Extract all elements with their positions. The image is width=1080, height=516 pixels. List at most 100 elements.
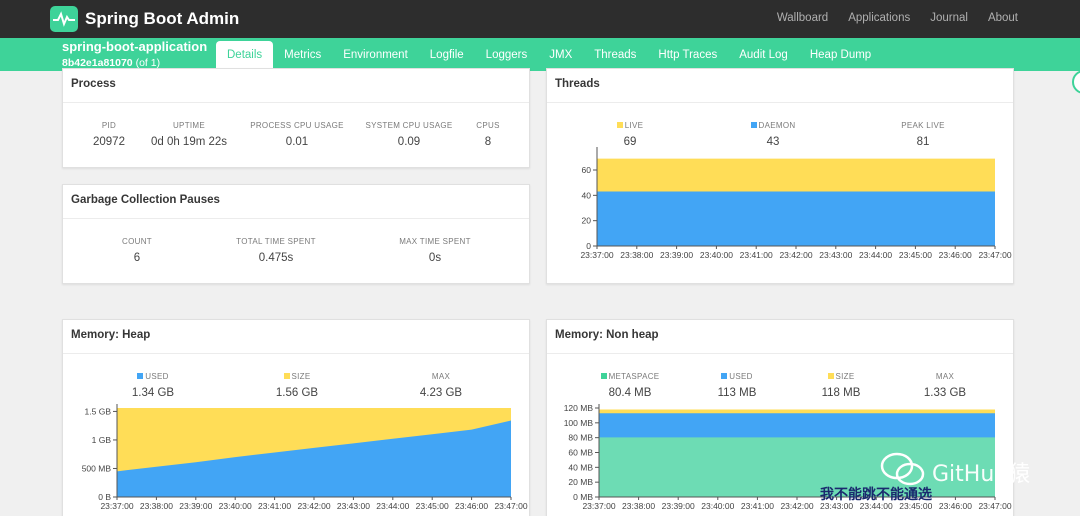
x-tick-label: 23:46:00 bbox=[455, 501, 488, 511]
y-tick-label: 20 MB bbox=[568, 477, 593, 487]
tab-metrics[interactable]: Metrics bbox=[284, 49, 322, 61]
y-tick-label: 0 MB bbox=[573, 492, 593, 502]
threads-title: Threads bbox=[547, 69, 1013, 103]
tab-loggers[interactable]: Loggers bbox=[485, 49, 528, 61]
x-tick-label: 23:42:00 bbox=[779, 250, 812, 260]
watermark-subtitle: 我不能跳不能通选 bbox=[820, 486, 932, 502]
tab-jmx[interactable]: JMX bbox=[549, 49, 573, 61]
x-tick-label: 23:43:00 bbox=[337, 501, 370, 511]
tab-logfile[interactable]: Logfile bbox=[429, 49, 464, 61]
x-tick-label: 23:39:00 bbox=[662, 501, 695, 511]
brand[interactable]: Spring Boot Admin bbox=[50, 6, 239, 32]
tab-details[interactable]: Details bbox=[216, 41, 274, 71]
legend-live-swatch bbox=[616, 122, 623, 128]
x-tick-label: 23:47:00 bbox=[494, 501, 527, 511]
stat-value: 0.475s bbox=[258, 252, 294, 264]
stat-heap-used: USED 1.34 GB bbox=[113, 372, 193, 399]
x-tick-label: 23:42:00 bbox=[780, 501, 813, 511]
stat-value: 81 bbox=[916, 136, 930, 148]
y-tick-label: 40 MB bbox=[568, 462, 593, 472]
x-tick-label: 23:38:00 bbox=[140, 501, 173, 511]
stat-value: 1.56 GB bbox=[275, 387, 319, 399]
stat-value: 4.23 GB bbox=[419, 387, 463, 399]
stat-value: 0.09 bbox=[397, 136, 421, 148]
stat-live: LIVE 69 bbox=[595, 121, 665, 148]
stat-label: CPUS bbox=[476, 121, 500, 130]
x-tick-label: 23:37:00 bbox=[100, 501, 133, 511]
nav-about[interactable]: About bbox=[987, 12, 1018, 24]
y-tick-label: 60 bbox=[582, 165, 592, 175]
top-nav: Wallboard Applications Journal About bbox=[777, 12, 1018, 24]
stat-label: USED bbox=[729, 372, 753, 381]
stat-cpus: CPUS 8 bbox=[463, 121, 513, 148]
stat-value: 20972 bbox=[93, 136, 125, 148]
tab-threads[interactable]: Threads bbox=[594, 49, 637, 61]
x-tick-label: 23:46:00 bbox=[939, 501, 972, 511]
x-tick-label: 23:44:00 bbox=[376, 501, 409, 511]
y-tick-label: 20 bbox=[582, 216, 592, 226]
threads-chart: 0 20 40 60 23:37:00 23:38:00 23:39:00 23:40:00 2… bbox=[580, 147, 1012, 260]
legend-daemon-swatch bbox=[750, 122, 757, 128]
nonheap-card: Memory: Non heap METASPACE 80.4 MB USED … bbox=[546, 319, 1014, 516]
stat-value: 118 MB bbox=[821, 387, 861, 399]
nav-applications[interactable]: Applications bbox=[848, 12, 911, 24]
area-metaspace bbox=[599, 437, 995, 497]
y-tick-label: 40 bbox=[582, 190, 592, 200]
stat-label: MAX bbox=[431, 372, 451, 381]
brand-name: Spring Boot Admin bbox=[85, 9, 240, 28]
x-tick-label: 23:43:00 bbox=[820, 501, 853, 511]
nav-wallboard[interactable]: Wallboard bbox=[776, 12, 829, 24]
x-tick-label: 23:45:00 bbox=[899, 250, 932, 260]
stat-label: PROCESS CPU USAGE bbox=[250, 121, 344, 130]
stat-label: PEAK LIVE bbox=[901, 121, 945, 130]
top-navbar: Spring Boot Admin Wallboard Applications… bbox=[0, 0, 1080, 38]
watermark-title: GitHub猿 bbox=[932, 462, 1031, 487]
legend-used-swatch bbox=[137, 373, 144, 379]
instance-id[interactable]: 8b42e1a81070 (of 1) bbox=[62, 57, 160, 69]
stat-process-cpu: PROCESS CPU USAGE 0.01 bbox=[242, 121, 352, 148]
watermark: GitHub猿 我不能跳不能通选 bbox=[820, 450, 1070, 510]
x-tick-label: 23:38:00 bbox=[620, 250, 653, 260]
process-card: Process PID 20972 UPTIME 0d 0h 19m 22s P… bbox=[62, 68, 530, 168]
x-tick-label: 23:44:00 bbox=[860, 501, 893, 511]
stat-value: 0.01 bbox=[285, 136, 309, 148]
y-tick-label: 1 GB bbox=[92, 435, 112, 445]
tab-audit-log[interactable]: Audit Log bbox=[739, 49, 788, 61]
stat-nonheap-max: MAX 1.33 GB bbox=[905, 372, 985, 399]
x-tick-label: 23:37:00 bbox=[580, 250, 613, 260]
x-tick-label: 23:40:00 bbox=[700, 250, 733, 260]
instance-name: spring-boot-application bbox=[62, 39, 208, 54]
threads-card: Threads LIVE 69 DAEMON 43 PEAK LIVE 81 0… bbox=[546, 68, 1014, 284]
instance-count: (of 1) bbox=[135, 57, 161, 69]
x-tick-label: 23:40:00 bbox=[701, 501, 734, 511]
stat-count: COUNT 6 bbox=[97, 237, 177, 264]
y-tick-label: 60 MB bbox=[568, 448, 593, 458]
x-tick-label: 23:41:00 bbox=[258, 501, 291, 511]
x-tick-label: 23:46:00 bbox=[939, 250, 972, 260]
x-tick-label: 23:41:00 bbox=[740, 250, 773, 260]
stat-label: MAX TIME SPENT bbox=[399, 237, 471, 246]
instance-bar: spring-boot-application 8b42e1a81070 (of… bbox=[0, 38, 1080, 71]
x-tick-label: 23:42:00 bbox=[297, 501, 330, 511]
wechat-icon bbox=[880, 452, 925, 486]
tab-http-traces[interactable]: Http Traces bbox=[658, 49, 718, 61]
stat-label: SIZE bbox=[835, 372, 855, 381]
stat-uptime: UPTIME 0d 0h 19m 22s bbox=[139, 121, 239, 148]
x-tick-label: 23:37:00 bbox=[582, 501, 615, 511]
stat-label: TOTAL TIME SPENT bbox=[236, 237, 316, 246]
tab-environment[interactable]: Environment bbox=[343, 49, 408, 61]
stat-value: 69 bbox=[623, 136, 637, 148]
stat-value: 80.4 MB bbox=[608, 387, 652, 399]
gc-card: Garbage Collection Pauses COUNT 6 TOTAL … bbox=[62, 184, 530, 284]
stat-label: SYSTEM CPU USAGE bbox=[365, 121, 453, 130]
gc-title: Garbage Collection Pauses bbox=[63, 185, 529, 219]
floating-action-icon[interactable] bbox=[1072, 70, 1080, 94]
tab-heap-dump[interactable]: Heap Dump bbox=[809, 49, 872, 61]
y-tick-label: 0 B bbox=[98, 492, 111, 502]
nav-journal[interactable]: Journal bbox=[930, 12, 968, 24]
stat-max-time: MAX TIME SPENT 0s bbox=[385, 237, 485, 264]
legend-size-swatch bbox=[283, 373, 290, 379]
x-tick-label: 23:45:00 bbox=[416, 501, 449, 511]
stat-peak-live: PEAK LIVE 81 bbox=[883, 121, 963, 148]
heap-card: Memory: Heap USED 1.34 GB SIZE 1.56 GB M… bbox=[62, 319, 530, 516]
